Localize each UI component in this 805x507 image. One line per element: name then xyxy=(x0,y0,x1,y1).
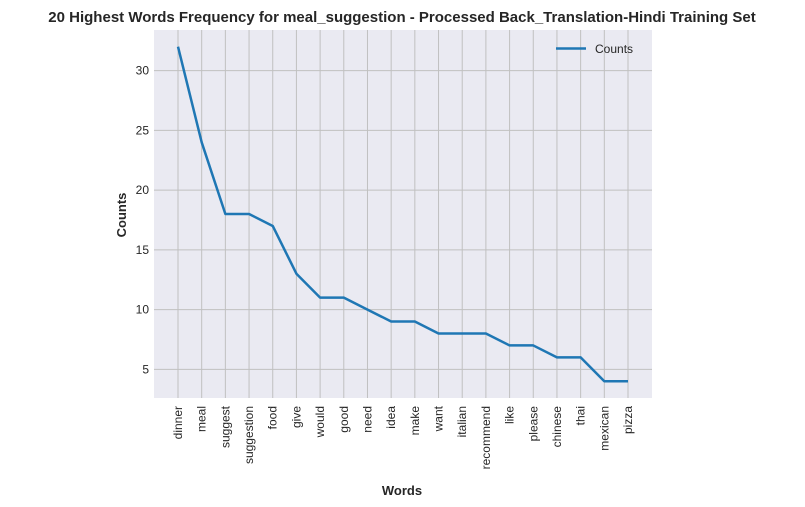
grid-lines xyxy=(154,30,652,398)
legend: Counts xyxy=(556,42,633,56)
y-tick-label: 10 xyxy=(136,303,150,317)
x-tick-label: idea xyxy=(384,406,398,429)
chart-title: 20 Highest Words Frequency for meal_sugg… xyxy=(48,9,755,26)
x-tick-label: italian xyxy=(455,406,469,437)
x-tick-label: recommend xyxy=(479,406,493,469)
x-tick-label: thai xyxy=(574,406,588,425)
y-tick-label: 20 xyxy=(136,183,150,197)
x-tick-label: would xyxy=(313,406,327,438)
y-axis-label: Counts xyxy=(114,193,129,238)
y-tick-label: 15 xyxy=(136,243,150,257)
x-tick-label: mexican xyxy=(597,406,611,451)
x-tick-label: chinese xyxy=(550,406,564,448)
y-tick-label: 30 xyxy=(136,64,150,78)
x-tick-label: suggest xyxy=(218,405,232,448)
x-tick-label: good xyxy=(337,406,351,433)
x-tick-labels: dinner meal suggest suggestion food give would… xyxy=(171,405,635,469)
x-tick-label: want xyxy=(432,405,446,432)
x-tick-label: please xyxy=(526,406,540,442)
x-tick-label: dinner xyxy=(171,406,185,439)
x-axis-label: Words xyxy=(382,483,422,498)
y-tick-label: 25 xyxy=(136,123,150,137)
x-tick-label: meal xyxy=(195,406,209,432)
x-tick-label: pizza xyxy=(621,406,635,434)
x-tick-label: need xyxy=(360,406,374,433)
x-tick-label: like xyxy=(503,406,517,424)
series-lines xyxy=(176,46,628,383)
x-tick-label: suggestion xyxy=(242,406,256,464)
x-tick-label: give xyxy=(289,406,303,428)
y-tick-labels: 5 10 15 20 25 30 xyxy=(136,64,150,377)
series-line-counts xyxy=(176,46,628,383)
legend-label: Counts xyxy=(595,42,633,56)
x-tick-label: make xyxy=(408,406,422,436)
y-tick-label: 5 xyxy=(142,362,149,376)
x-tick-label: food xyxy=(266,406,280,429)
